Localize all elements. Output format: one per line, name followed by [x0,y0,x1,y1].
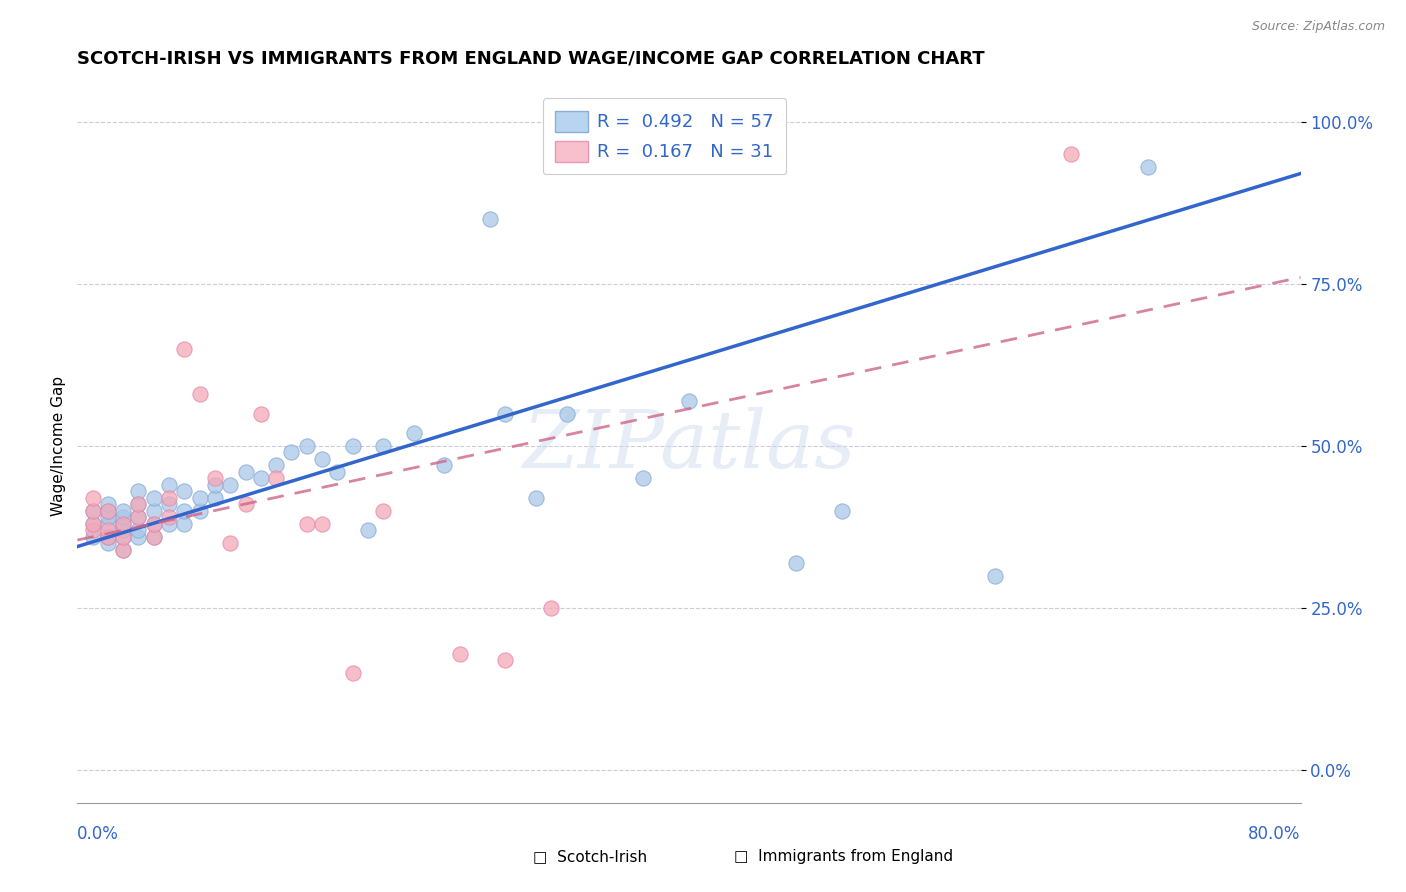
Point [112,524,135,538]
Point [219,478,242,492]
Point [204,491,226,505]
Point [219,536,242,550]
Point [82,504,104,518]
Point [555,407,578,421]
Point [142,516,165,531]
Point [1060,147,1083,161]
Point [127,510,149,524]
Point [357,524,380,538]
Point [173,484,195,499]
Point [204,471,226,485]
Point [295,439,318,453]
Point [250,471,273,485]
Point [495,653,517,667]
Point [97,510,120,524]
Text: Source: ZipAtlas.com: Source: ZipAtlas.com [1251,20,1385,33]
Point [326,465,349,479]
Point [127,524,149,538]
Point [97,497,120,511]
Point [173,516,195,531]
Y-axis label: Wage/Income Gap: Wage/Income Gap [51,376,66,516]
Point [97,504,120,518]
Legend: R =  0.492   N = 57, R =  0.167   N = 31: R = 0.492 N = 57, R = 0.167 N = 31 [543,98,786,174]
Point [250,407,273,421]
Point [984,568,1007,582]
Point [112,530,135,544]
Point [82,524,104,538]
Point [112,510,135,524]
Text: □  Scotch-Irish: □ Scotch-Irish [533,849,648,863]
Point [433,458,456,473]
Point [311,452,333,467]
Point [785,556,807,570]
Point [127,530,149,544]
Point [112,542,135,557]
Point [173,504,195,518]
Point [264,471,287,485]
Point [371,439,394,453]
Point [127,497,149,511]
Point [188,491,211,505]
Point [479,211,502,226]
Point [82,491,104,505]
Text: 80.0%: 80.0% [1249,825,1301,843]
Point [342,666,364,681]
Point [371,504,394,518]
Point [235,497,257,511]
Point [97,504,120,518]
Point [449,647,471,661]
Point [127,510,149,524]
Point [1136,160,1159,174]
Point [127,497,149,511]
Point [112,504,135,518]
Point [127,484,149,499]
Point [157,491,180,505]
Point [235,465,257,479]
Point [402,425,425,440]
Point [112,516,135,531]
Point [97,524,120,538]
Point [495,407,517,421]
Point [157,510,180,524]
Point [157,516,180,531]
Point [173,342,195,356]
Point [112,516,135,531]
Point [82,516,104,531]
Point [295,516,318,531]
Point [540,601,562,615]
Text: SCOTCH-IRISH VS IMMIGRANTS FROM ENGLAND WAGE/INCOME GAP CORRELATION CHART: SCOTCH-IRISH VS IMMIGRANTS FROM ENGLAND … [77,49,986,67]
Point [188,504,211,518]
Text: □  Immigrants from England: □ Immigrants from England [734,849,953,863]
Point [97,530,120,544]
Point [82,530,104,544]
Point [342,439,364,453]
Point [142,491,165,505]
Point [142,504,165,518]
Point [631,471,654,485]
Point [311,516,333,531]
Point [524,491,547,505]
Text: ZIPatlas: ZIPatlas [522,408,856,484]
Point [97,516,120,531]
Point [112,530,135,544]
Point [82,516,104,531]
Point [142,530,165,544]
Point [142,530,165,544]
Point [157,497,180,511]
Point [97,536,120,550]
Point [142,516,165,531]
Point [188,387,211,401]
Point [157,478,180,492]
Point [280,445,302,459]
Point [831,504,853,518]
Point [82,504,104,518]
Text: 0.0%: 0.0% [77,825,120,843]
Point [97,530,120,544]
Point [204,478,226,492]
Point [678,393,700,408]
Point [264,458,287,473]
Point [112,542,135,557]
